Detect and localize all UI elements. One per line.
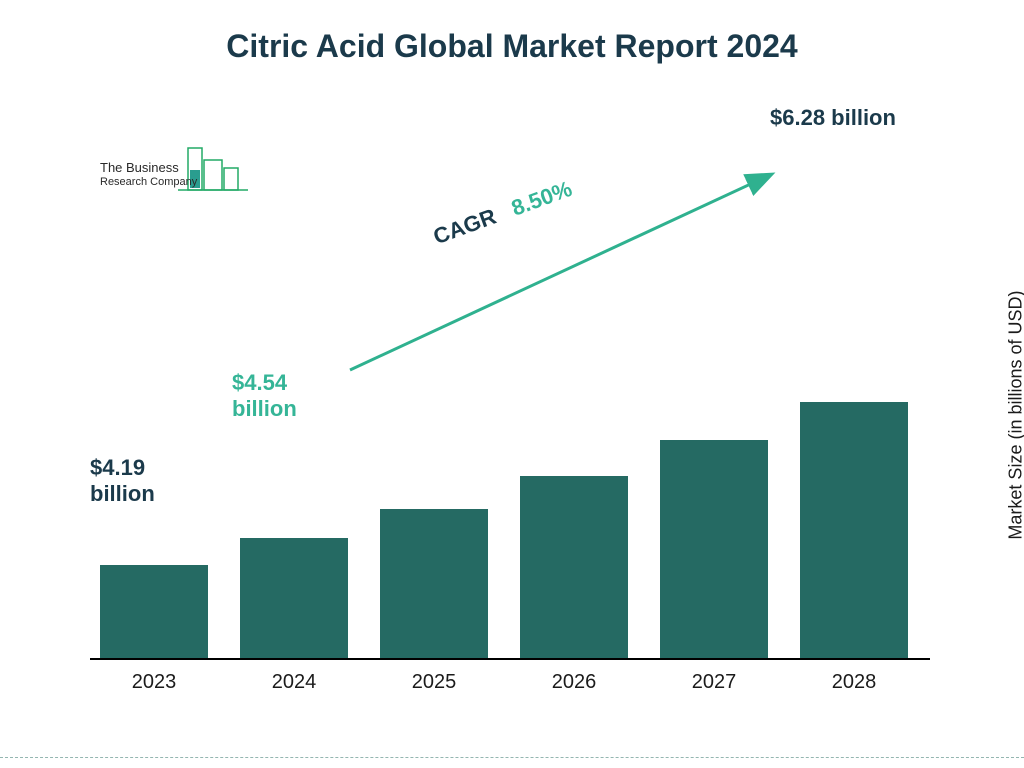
bar-2024: [240, 538, 348, 658]
bar-2026: [520, 476, 628, 658]
chart-area: CAGR 8.50% 2023 2024 2025 2026 2027 2028: [90, 110, 930, 700]
xlabel-2027: 2027: [660, 671, 768, 694]
y-axis-label: Market Size (in billions of USD): [1006, 291, 1024, 540]
xlabel-2023: 2023: [100, 671, 208, 694]
xlabel-2026: 2026: [520, 671, 628, 694]
bottom-dashed-divider: [0, 757, 1024, 758]
page-title: Citric Acid Global Market Report 2024: [0, 28, 1024, 65]
value-callout-2: $6.28 billion: [770, 105, 896, 131]
bar-2028: [800, 402, 908, 658]
xlabel-2028: 2028: [800, 671, 908, 694]
value-callout-0: $4.19billion: [90, 455, 155, 508]
bar-2027: [660, 440, 768, 658]
bar-2025: [380, 509, 488, 658]
value-callout-1: $4.54billion: [232, 370, 297, 423]
x-axis-baseline: [90, 658, 930, 660]
cagr-label: CAGR 8.50%: [430, 200, 576, 226]
bar-2023: [100, 565, 208, 658]
xlabel-2024: 2024: [240, 671, 348, 694]
xlabel-2025: 2025: [380, 671, 488, 694]
